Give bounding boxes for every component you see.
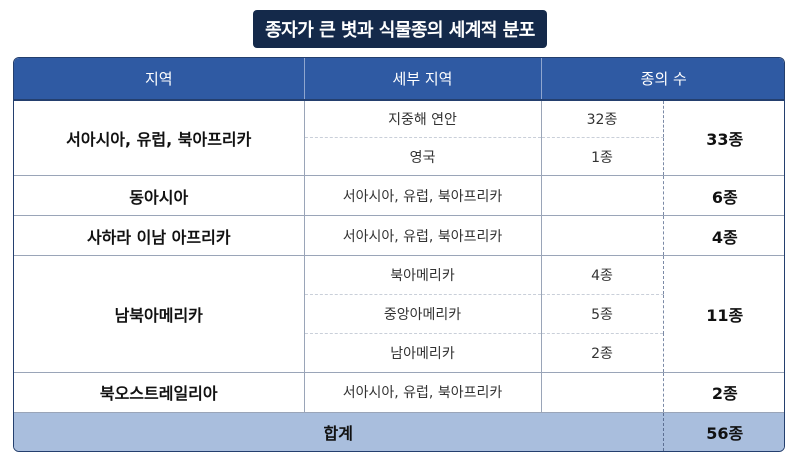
table-row: 사하라 이남 아프리카 서아시아, 유럽, 북아프리카 4종 <box>14 215 784 256</box>
table-row: 서아시아, 유럽, 북아프리카 지중해 연안 32종 33종 <box>14 100 784 177</box>
count-cell <box>541 215 663 256</box>
subregion-cell: 지중해 연안 <box>304 100 542 139</box>
header-species-count: 종의 수 <box>541 58 784 101</box>
subregion-cell: 서아시아, 유럽, 북아프리카 <box>304 215 542 256</box>
count-cell: 32종 <box>541 100 663 139</box>
subregion-cell: 영국 <box>304 137 542 177</box>
sum-label: 합계 <box>14 412 663 451</box>
subregion-cell: 서아시아, 유럽, 북아프리카 <box>304 372 542 413</box>
distribution-table: 지역 세부 지역 종의 수 서아시아, 유럽, 북아프리카 지중해 연안 32종… <box>14 58 784 451</box>
subregion-cell: 서아시아, 유럽, 북아프리카 <box>304 175 542 217</box>
region-cell: 사하라 이남 아프리카 <box>14 215 305 256</box>
subregion-cell: 남아메리카 <box>304 333 542 373</box>
region-cell: 북오스트레일리아 <box>14 372 305 413</box>
count-cell: 1종 <box>541 137 663 177</box>
table-row: 동아시아 서아시아, 유럽, 북아프리카 6종 <box>14 175 784 217</box>
title-wrap: 종자가 큰 볏과 식물종의 세계적 분포 <box>0 10 800 48</box>
distribution-table-frame: 지역 세부 지역 종의 수 서아시아, 유럽, 북아프리카 지중해 연안 32종… <box>13 57 785 452</box>
sum-row: 합계 56종 <box>14 412 784 451</box>
header-row: 지역 세부 지역 종의 수 <box>14 58 784 101</box>
total-cell: 6종 <box>662 175 784 217</box>
sum-total: 56종 <box>662 412 784 451</box>
header-subregion: 세부 지역 <box>304 58 542 101</box>
count-cell: 2종 <box>541 333 663 373</box>
table-row: 남아메리카 2종 <box>14 333 784 373</box>
count-cell: 5종 <box>541 294 663 334</box>
count-cell: 4종 <box>541 255 663 295</box>
total-cell: 33종 <box>662 100 784 177</box>
table-row: 영국 1종 <box>14 137 784 177</box>
region-cell: 남북아메리카 <box>14 255 305 373</box>
region-cell: 동아시아 <box>14 175 305 217</box>
count-cell <box>541 175 663 217</box>
region-cell: 서아시아, 유럽, 북아프리카 <box>14 100 305 177</box>
header-region: 지역 <box>14 58 305 101</box>
count-cell <box>541 372 663 413</box>
table-row: 남북아메리카 북아메리카 4종 11종 <box>14 255 784 373</box>
total-cell: 11종 <box>662 255 784 373</box>
table-row: 중앙아메리카 5종 <box>14 294 784 334</box>
subregion-cell: 중앙아메리카 <box>304 294 542 334</box>
table-title: 종자가 큰 볏과 식물종의 세계적 분포 <box>253 10 547 48</box>
total-cell: 2종 <box>662 372 784 413</box>
subregion-cell: 북아메리카 <box>304 255 542 295</box>
table-row: 북오스트레일리아 서아시아, 유럽, 북아프리카 2종 <box>14 372 784 413</box>
total-cell: 4종 <box>662 215 784 256</box>
